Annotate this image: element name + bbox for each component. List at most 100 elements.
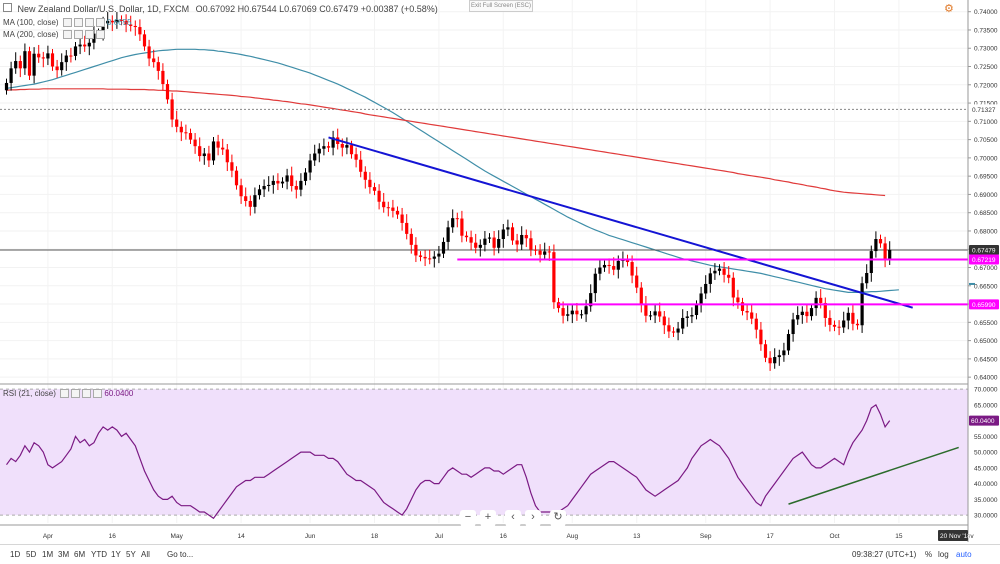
log-toggle[interactable]: log: [938, 550, 949, 559]
price-tick-label: 0.64000: [974, 375, 998, 382]
auto-toggle[interactable]: auto: [956, 550, 972, 559]
eye-icon[interactable]: [62, 30, 72, 40]
candle-body: [248, 201, 252, 207]
close-icon[interactable]: [84, 18, 94, 28]
rsi-value: 60.0400: [104, 389, 134, 398]
time-tick-label: 15: [895, 533, 903, 540]
time-tick-label: Aug: [567, 533, 579, 540]
eye-icon[interactable]: [62, 18, 72, 28]
candle-body: [230, 162, 234, 171]
date-badge-bg: [938, 530, 968, 541]
symbol-legend: New Zealand Dollar/U.S. Dollar, 1D, FXCM…: [3, 3, 438, 14]
period-ytd[interactable]: YTD: [91, 550, 107, 559]
candle-body: [570, 310, 574, 315]
candle-body: [773, 357, 777, 364]
candle-body: [280, 181, 285, 184]
candle-body: [819, 297, 823, 303]
price-tick-label: 0.69000: [974, 192, 998, 199]
zoom-in-button[interactable]: +: [480, 510, 496, 526]
candle-body: [478, 244, 482, 248]
scroll-left-button[interactable]: ‹: [505, 510, 521, 526]
candle-body: [161, 70, 165, 85]
settings-gear-icon[interactable]: ⚙: [944, 3, 954, 15]
candle-body: [216, 141, 220, 148]
candle-body: [156, 62, 160, 71]
period-3m[interactable]: 3M: [58, 550, 70, 559]
exit-fullscreen-button[interactable]: Exit Full Screen (ESC): [469, 0, 533, 12]
candle-body: [395, 210, 400, 215]
more-icon[interactable]: [95, 30, 105, 40]
price-tick-label: 0.68500: [974, 210, 998, 217]
candle-body: [750, 312, 754, 319]
collapse-icon[interactable]: [3, 3, 12, 12]
candle-body: [188, 133, 193, 140]
period-5y[interactable]: 5Y: [126, 550, 136, 559]
goto-button[interactable]: Go to...: [167, 550, 194, 559]
time-tick-label: Nov: [962, 533, 974, 540]
rsi-legend[interactable]: RSI (21, close) 60.0400: [3, 389, 134, 399]
candle-body: [354, 154, 358, 160]
period-5d[interactable]: 5D: [26, 550, 37, 559]
gear-icon[interactable]: [73, 18, 83, 28]
candle-body: [671, 331, 676, 333]
gear-icon[interactable]: [71, 389, 81, 399]
candle-body: [110, 20, 114, 23]
candle-body: [69, 55, 73, 57]
close-icon[interactable]: [84, 30, 94, 40]
ma200-label: MA (200, close): [3, 30, 59, 39]
candle-body: [497, 239, 501, 248]
candles[interactable]: [4, 12, 892, 371]
candle-body: [855, 323, 860, 326]
more-icon[interactable]: [93, 389, 103, 399]
period-1y[interactable]: 1Y: [111, 550, 121, 559]
candle-body: [575, 310, 579, 315]
candle-body: [869, 251, 873, 273]
ohlc-values: O0.67092 H0.67544 L0.67069 C0.67479 +0.0…: [195, 4, 438, 14]
candle-body: [267, 184, 271, 187]
candle-body: [257, 189, 262, 196]
candle-body: [552, 252, 556, 303]
reset-chart-button[interactable]: ↻: [550, 510, 566, 526]
candle-body: [50, 53, 55, 67]
period-6m[interactable]: 6M: [74, 550, 86, 559]
scroll-right-button[interactable]: ›: [525, 510, 541, 526]
percent-toggle[interactable]: %: [925, 550, 933, 559]
price-tick-label: 0.68000: [974, 228, 998, 235]
zoom-out-button[interactable]: −: [460, 510, 476, 526]
period-1d[interactable]: 1D: [10, 550, 21, 559]
ma100-legend[interactable]: MA (100, close) 0.6655: [3, 18, 132, 28]
candle-body: [800, 311, 804, 316]
ma200-legend[interactable]: MA (200, close): [3, 30, 105, 40]
drawings[interactable]: [328, 136, 969, 309]
candle-body: [529, 238, 533, 250]
candle-body: [713, 270, 717, 274]
candle-body: [694, 304, 699, 316]
close-icon[interactable]: [82, 389, 92, 399]
price-tick-label: 0.64500: [974, 356, 998, 363]
candle-body: [616, 260, 620, 270]
clock: 09:38:27 (UTC+1): [852, 550, 917, 559]
candle-body: [418, 255, 423, 257]
candle-body: [607, 264, 611, 267]
rsi-tick-label: 35.0000: [974, 497, 998, 504]
period-all[interactable]: All: [141, 550, 150, 559]
period-1m[interactable]: 1M: [42, 550, 54, 559]
candle-body: [533, 249, 538, 251]
support-badge-2-bg: [969, 299, 999, 310]
candle-body: [865, 272, 869, 284]
candle-body: [101, 23, 105, 33]
candle-body: [736, 297, 740, 303]
candle-body: [414, 244, 418, 256]
rsi-axis[interactable]: 70.000065.000060.000055.000050.000045.00…: [969, 387, 999, 520]
candle-body: [524, 234, 528, 239]
candle-body: [717, 268, 722, 271]
price-axis[interactable]: 0.74000 0.73500 0.73000 0.72500 0.72000 0.715…: [967, 0, 999, 542]
candle-body: [331, 137, 335, 148]
candle-body: [763, 344, 768, 358]
more-icon[interactable]: [95, 18, 105, 28]
eye-icon[interactable]: [60, 389, 70, 399]
gear-icon[interactable]: [73, 30, 83, 40]
candle-body: [138, 27, 142, 35]
rsi-pane: [0, 388, 968, 520]
